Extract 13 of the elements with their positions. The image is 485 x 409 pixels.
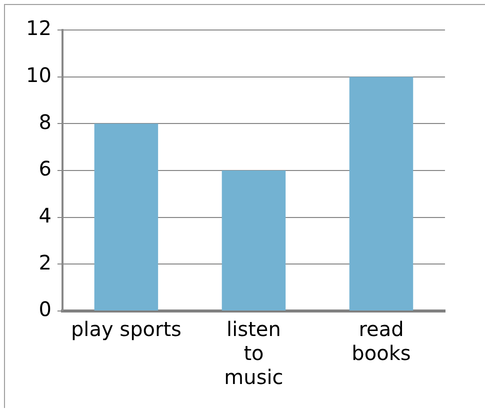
y-tick-label: 8	[38, 110, 52, 134]
x-tick-label: read books	[352, 317, 411, 366]
y-tick-label: 2	[38, 250, 52, 274]
bar	[94, 124, 158, 310]
y-tick-label: 6	[38, 156, 52, 181]
bar	[222, 170, 286, 310]
y-tick-label: 4	[38, 204, 52, 228]
bar	[349, 76, 414, 310]
y-tick-label: 12	[26, 16, 52, 40]
y-tick-label: 10	[26, 63, 52, 88]
x-tick-label: play sports	[70, 317, 182, 342]
y-tick-label: 0	[38, 297, 52, 322]
x-tick-label: listen to music	[224, 317, 284, 390]
